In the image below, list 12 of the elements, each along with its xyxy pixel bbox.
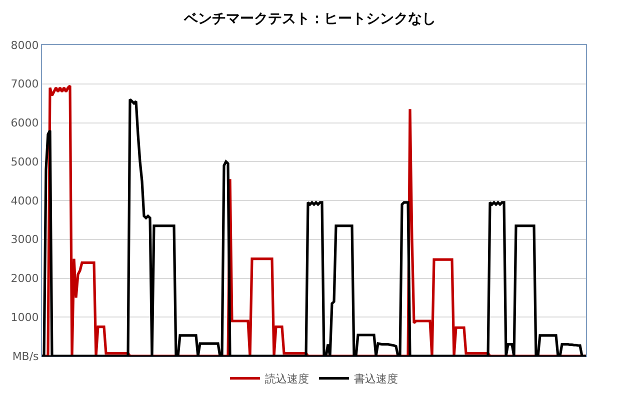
y-tick-label: 8000 bbox=[10, 38, 39, 52]
legend-label: 書込速度 bbox=[354, 372, 398, 386]
y-tick-label: 7000 bbox=[10, 78, 39, 91]
y-tick-label: 1000 bbox=[10, 310, 39, 324]
y-tick-label: 2000 bbox=[10, 272, 39, 286]
y-tick-label: 5000 bbox=[10, 155, 39, 168]
y-tick-label: 6000 bbox=[10, 116, 39, 130]
y-tick-label: 3000 bbox=[10, 233, 39, 246]
y-tick-label: 4000 bbox=[10, 194, 39, 208]
chart-title: ベンチマークテスト：ヒートシンクなし bbox=[183, 11, 436, 28]
y-tick-label: MB/s bbox=[12, 350, 40, 363]
legend-label: 読込速度 bbox=[265, 372, 309, 386]
